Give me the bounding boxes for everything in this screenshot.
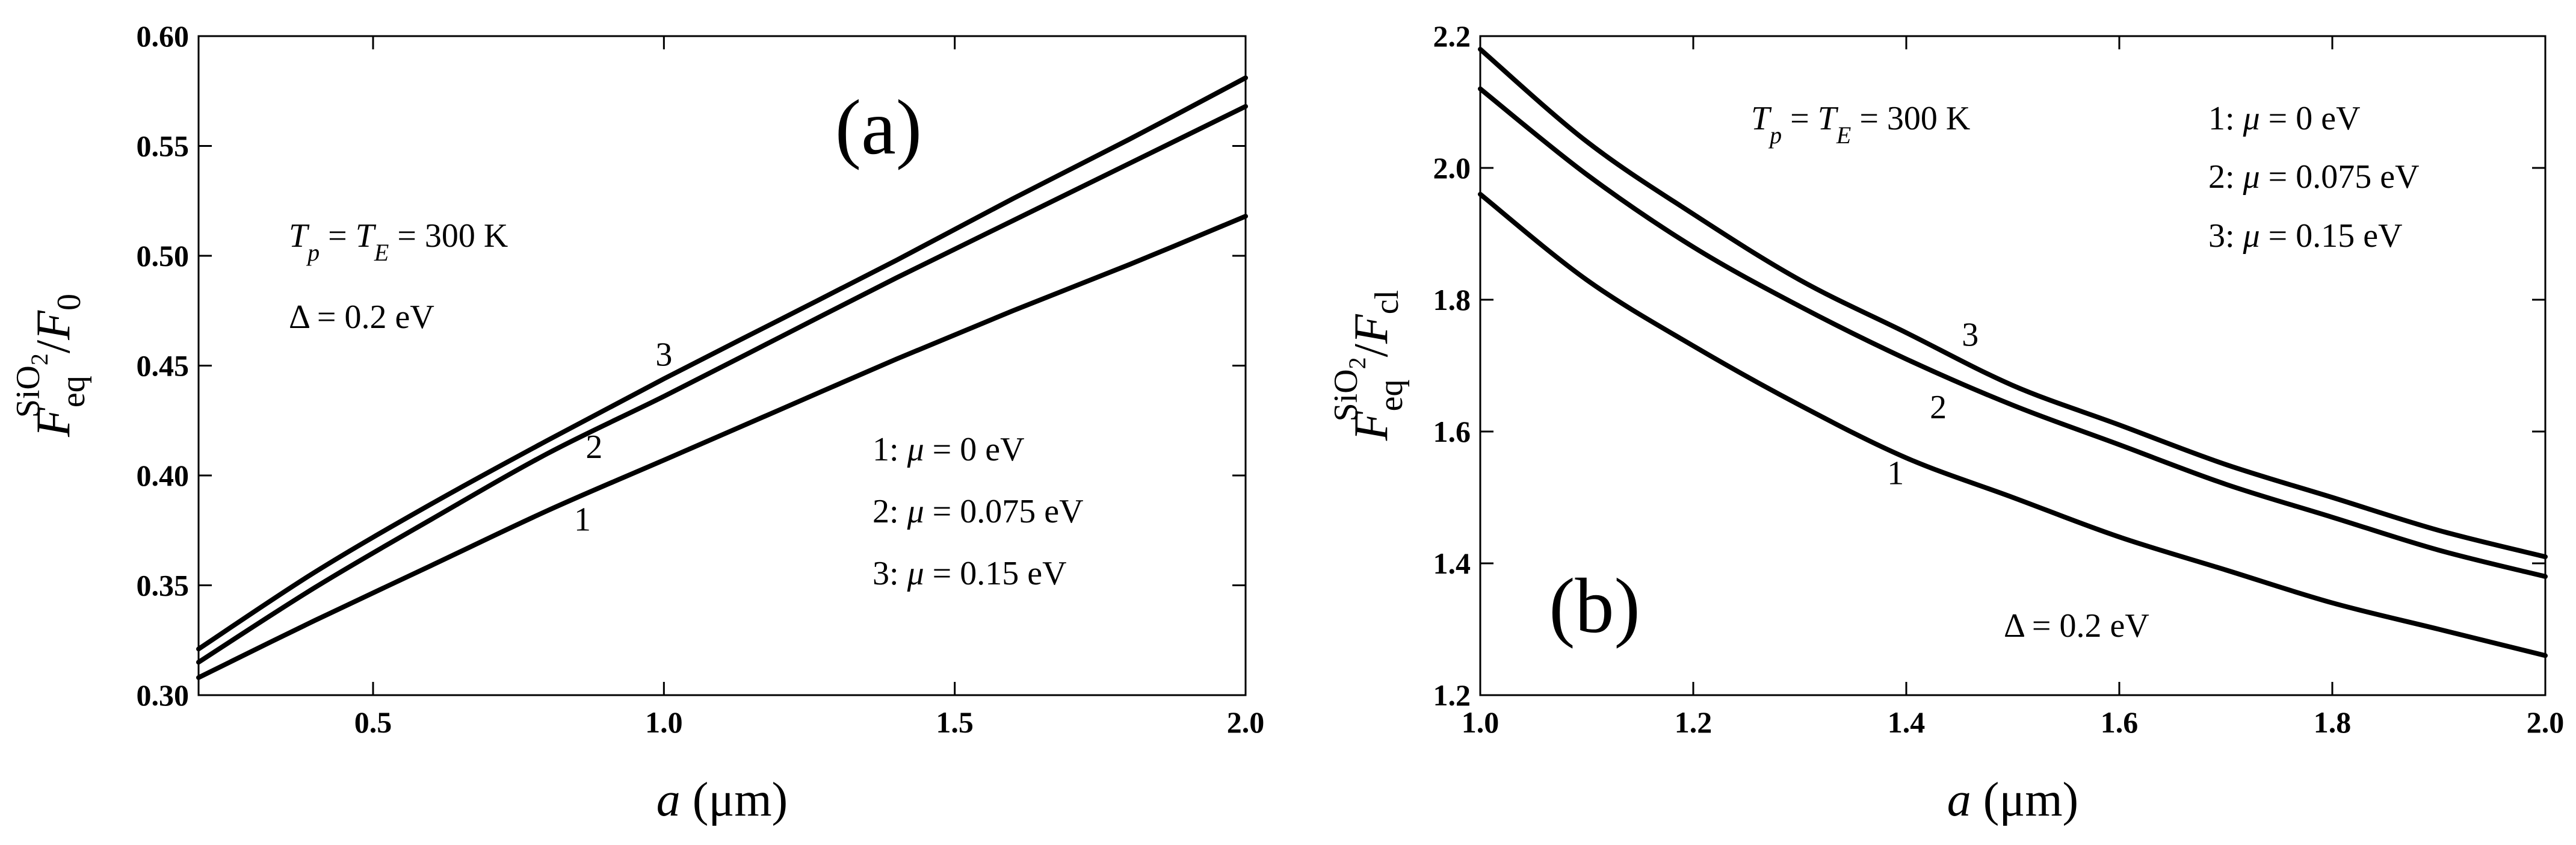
curve-label-b-2: 2 <box>1930 389 1947 426</box>
ticks-b: 1.0 1.2 1.4 1.6 1.8 2.01.21.41.61.82.02.2 <box>1433 19 2565 739</box>
y-tick-label-b-5: 2.2 <box>1433 19 1471 53</box>
legend-b-item-2: 2: μ = 0.075 eV <box>2208 158 2420 196</box>
x-tick-label-a-0: 0.5 <box>354 705 392 739</box>
panel-a: 0.5 1.0 1.5 2.0 0.30 0.35 0.40 0.45 0.50 0.55 0.60… <box>10 19 1264 826</box>
curve-b-1 <box>1478 191 2548 658</box>
x-tick-label-b-3: 1.6 <box>2101 705 2139 739</box>
x-tick-label-b-2: 1.4 <box>1888 705 1926 739</box>
y-axis-label-b: FeqSiO2/Fcl <box>1327 290 1410 441</box>
curves-a <box>196 75 1248 680</box>
legend-a-item-1: 1: μ = 0 eV <box>873 431 1025 468</box>
x-tick-label-b-0: 1.0 <box>1462 705 1500 739</box>
y-tick-label-a-0: 0.30 <box>137 678 190 712</box>
curve-label-a-1: 1 <box>574 501 591 538</box>
curve-label-b-3: 3 <box>1962 317 1978 354</box>
x-axis-label-b: a (μm) <box>1947 773 2078 826</box>
gap-note-a: Δ = 0.2 eV <box>289 299 434 336</box>
curve-label-b-1: 1 <box>1887 455 1904 492</box>
legend-a-item-2: 2: μ = 0.075 eV <box>873 493 1084 530</box>
x-tick-label-b-1: 1.2 <box>1675 705 1713 739</box>
y-tick-label-a-5: 0.55 <box>137 129 190 163</box>
x-tick-label-a-2: 1.5 <box>936 705 974 739</box>
curve-label-a-2: 2 <box>585 429 602 466</box>
x-tick-label-b-4: 1.8 <box>2314 705 2352 739</box>
y-tick-label-b-0: 1.2 <box>1433 678 1471 712</box>
y-tick-label-b-3: 1.8 <box>1433 283 1471 317</box>
legend-b-item-3: 3: μ = 0.15 eV <box>2208 217 2403 255</box>
ticks-a: 0.5 1.0 1.5 2.0 0.30 0.35 0.40 0.45 0.50 0.55 0.60 <box>137 19 1265 739</box>
y-tick-label-a-4: 0.50 <box>137 239 190 273</box>
panel-label-b: (b) <box>1549 563 1640 649</box>
x-axis-label-a: a (μm) <box>656 773 788 826</box>
legend-a: 1: μ = 0 eV 2: μ = 0.075 eV 3: μ = 0.15 … <box>873 431 1084 592</box>
panel-b: 1.0 1.2 1.4 1.6 1.8 2.01.21.41.61.82.02.2 123… <box>1327 19 2564 826</box>
curve-label-a-3: 3 <box>655 336 672 374</box>
curve-b-2 <box>1478 86 2548 579</box>
curve-a-2 <box>196 104 1248 665</box>
legend-a-item-3: 3: μ = 0.15 eV <box>873 555 1067 592</box>
x-tick-label-b-5: 2.0 <box>2527 705 2565 739</box>
x-tick-label-a-3: 2.0 <box>1227 705 1265 739</box>
temperature-note-b: Tp = TE = 300 K <box>1751 100 1970 149</box>
curve-a-1 <box>196 214 1248 680</box>
plot-frame-b <box>1479 35 2547 696</box>
y-tick-label-a-2: 0.40 <box>137 459 190 492</box>
y-axis-label-a: FeqSiO2/F0 <box>10 294 92 438</box>
y-tick-label-b-1: 1.4 <box>1433 546 1471 580</box>
x-tick-label-a-1: 1.0 <box>645 705 683 739</box>
y-tick-label-b-2: 1.6 <box>1433 415 1471 448</box>
y-tick-label-a-1: 0.35 <box>137 569 190 602</box>
y-tick-label-b-4: 2.0 <box>1433 151 1471 185</box>
y-tick-label-a-6: 0.60 <box>137 19 190 53</box>
curves-b <box>1478 46 2548 658</box>
legend-b: 1: μ = 0 eV 2: μ = 0.075 eV 3: μ = 0.15 … <box>2208 100 2420 255</box>
curve-labels-a: 1 2 3 <box>574 336 672 539</box>
y-tick-label-a-3: 0.45 <box>137 349 190 383</box>
curve-b-3 <box>1478 46 2548 560</box>
curve-labels-b: 123 <box>1887 317 1978 492</box>
panel-label-a: (a) <box>835 84 922 171</box>
legend-b-item-1: 1: μ = 0 eV <box>2208 100 2361 137</box>
curve-a-3 <box>196 75 1248 652</box>
gap-note-b: Δ = 0.2 eV <box>2004 607 2149 645</box>
temperature-note-a: Tp = TE = 300 K <box>289 217 508 266</box>
